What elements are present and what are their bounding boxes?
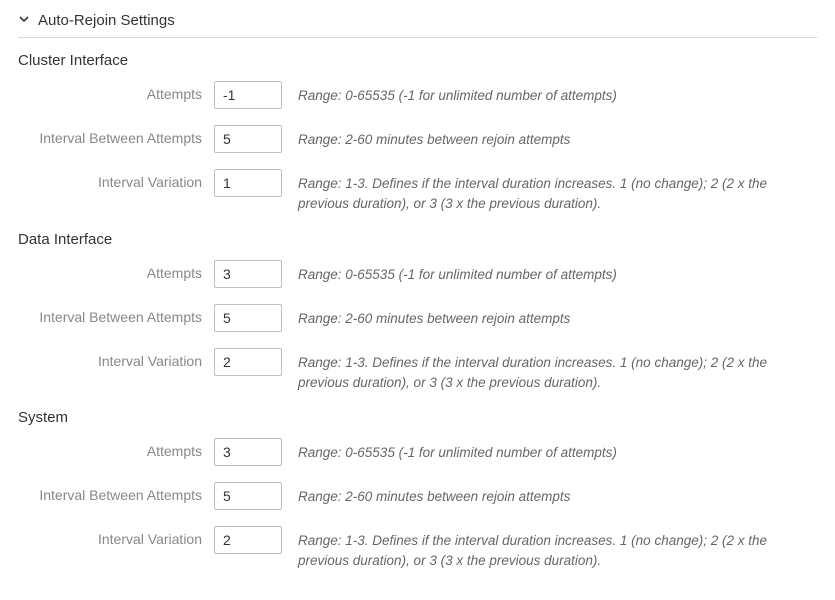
data-variation-hint: Range: 1-3. Defines if the interval dura… — [298, 348, 817, 394]
cluster-interval-hint: Range: 2-60 minutes between rejoin attem… — [298, 125, 817, 150]
data-interval-input-wrap — [214, 304, 298, 332]
cluster-attempts-input-wrap — [214, 81, 298, 109]
system-title: System — [18, 409, 817, 426]
chevron-down-icon — [18, 13, 30, 28]
system-variation-row: Interval Variation Range: 1-3. Defines i… — [18, 526, 817, 572]
cluster-interval-row: Interval Between Attempts Range: 2-60 mi… — [18, 125, 817, 153]
cluster-interval-label: Interval Between Attempts — [18, 125, 214, 146]
data-variation-input-wrap — [214, 348, 298, 376]
cluster-variation-input[interactable] — [214, 169, 282, 197]
cluster-variation-row: Interval Variation Range: 1-3. Defines i… — [18, 169, 817, 215]
cluster-attempts-row: Attempts Range: 0-65535 (-1 for unlimite… — [18, 81, 817, 109]
header-title: Auto-Rejoin Settings — [38, 12, 175, 29]
cluster-variation-label: Interval Variation — [18, 169, 214, 190]
system-interval-hint: Range: 2-60 minutes between rejoin attem… — [298, 482, 817, 507]
data-attempts-row: Attempts Range: 0-65535 (-1 for unlimite… — [18, 260, 817, 288]
system-interval-input-wrap — [214, 482, 298, 510]
data-interface-title: Data Interface — [18, 231, 817, 248]
system-section: System Attempts Range: 0-65535 (-1 for u… — [18, 409, 817, 572]
cluster-interval-input[interactable] — [214, 125, 282, 153]
system-variation-input-wrap — [214, 526, 298, 554]
data-attempts-hint: Range: 0-65535 (-1 for unlimited number … — [298, 260, 817, 285]
system-variation-label: Interval Variation — [18, 526, 214, 547]
cluster-interval-input-wrap — [214, 125, 298, 153]
cluster-attempts-input[interactable] — [214, 81, 282, 109]
system-attempts-row: Attempts Range: 0-65535 (-1 for unlimite… — [18, 438, 817, 466]
data-interface-section: Data Interface Attempts Range: 0-65535 (… — [18, 231, 817, 394]
cluster-attempts-hint: Range: 0-65535 (-1 for unlimited number … — [298, 81, 817, 106]
data-interval-input[interactable] — [214, 304, 282, 332]
data-interval-hint: Range: 2-60 minutes between rejoin attem… — [298, 304, 817, 329]
data-attempts-label: Attempts — [18, 260, 214, 281]
data-attempts-input-wrap — [214, 260, 298, 288]
data-variation-input[interactable] — [214, 348, 282, 376]
cluster-interface-section: Cluster Interface Attempts Range: 0-6553… — [18, 52, 817, 215]
system-interval-input[interactable] — [214, 482, 282, 510]
cluster-variation-input-wrap — [214, 169, 298, 197]
cluster-interface-title: Cluster Interface — [18, 52, 817, 69]
system-attempts-label: Attempts — [18, 438, 214, 459]
system-interval-label: Interval Between Attempts — [18, 482, 214, 503]
data-interval-label: Interval Between Attempts — [18, 304, 214, 325]
data-interval-row: Interval Between Attempts Range: 2-60 mi… — [18, 304, 817, 332]
system-attempts-input-wrap — [214, 438, 298, 466]
section-header[interactable]: Auto-Rejoin Settings — [18, 12, 817, 38]
cluster-variation-hint: Range: 1-3. Defines if the interval dura… — [298, 169, 817, 215]
data-variation-label: Interval Variation — [18, 348, 214, 369]
data-variation-row: Interval Variation Range: 1-3. Defines i… — [18, 348, 817, 394]
data-attempts-input[interactable] — [214, 260, 282, 288]
system-attempts-input[interactable] — [214, 438, 282, 466]
cluster-attempts-label: Attempts — [18, 81, 214, 102]
system-variation-input[interactable] — [214, 526, 282, 554]
system-variation-hint: Range: 1-3. Defines if the interval dura… — [298, 526, 817, 572]
system-attempts-hint: Range: 0-65535 (-1 for unlimited number … — [298, 438, 817, 463]
system-interval-row: Interval Between Attempts Range: 2-60 mi… — [18, 482, 817, 510]
